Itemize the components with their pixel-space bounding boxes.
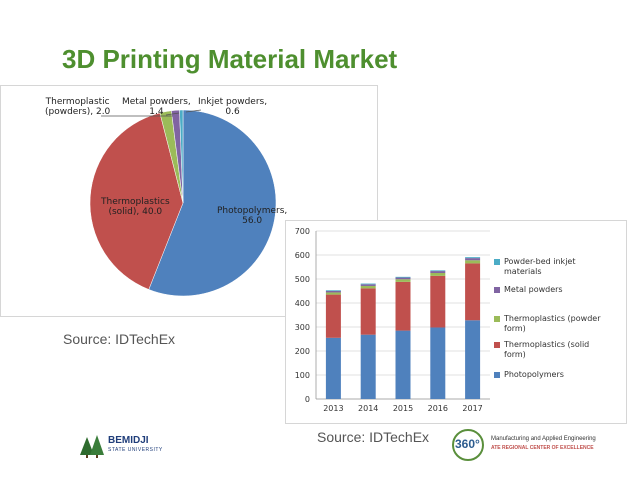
bar-segment — [395, 281, 411, 331]
legend-text: Powder-bed inkjet — [504, 257, 576, 266]
legend-text: form) — [504, 350, 526, 359]
y-tick-label: 700 — [295, 227, 310, 236]
legend-entry-photopolymers: Photopolymers — [494, 370, 622, 380]
pie-slice-photopolymers — [148, 109, 277, 297]
bar-segment — [465, 258, 481, 261]
bar-segment — [360, 288, 376, 335]
pie-label-metal-powders: Metal powders, 1.4 — [122, 97, 191, 117]
bar-segment — [395, 277, 411, 280]
logo-360-mark: 360° — [455, 437, 480, 451]
pie-label-line: (powders), 2.0 — [45, 107, 111, 117]
bemidji-logo: BEMIDJI STATE UNIVERSITY — [78, 433, 188, 459]
y-tick-label: 0 — [305, 395, 310, 404]
pie-label-line: Photopolymers, — [217, 206, 288, 216]
bar-chart-panel: 0 100 200 300 400 500 600 700 2013 2014 2015 2016 20… — [285, 220, 627, 424]
bar-segment — [325, 290, 341, 291]
bar-segment — [395, 279, 411, 282]
legend-text: Thermoplastics (solid — [504, 340, 590, 349]
pie-label-line: 1.4 — [149, 107, 164, 117]
pie-label-line: (solid), 40.0 — [108, 207, 163, 217]
pie-label-inkjet-powders: Inkjet powders, 0.6 — [198, 97, 267, 117]
pie-label-line: Thermoplastic — [45, 97, 110, 107]
legend-text: Metal powders — [504, 285, 563, 294]
y-tick-label: 100 — [295, 371, 310, 380]
bar-segment — [360, 334, 376, 399]
bar-segment — [360, 284, 376, 286]
pie-label-thermoplastic-powders: Thermoplastic (powders), 2.0 — [45, 97, 110, 117]
pie-label-line: 0.6 — [225, 107, 240, 117]
legend-entry-thermo-powder: Thermoplastics (powder form) — [494, 314, 622, 334]
pine-trees-icon — [80, 435, 104, 458]
bar-segment — [395, 276, 411, 278]
pie-label-line: Thermoplastics — [101, 197, 170, 207]
legend-entry-inkjet: Powder-bed inkjet materials — [494, 257, 622, 277]
logo-line-1: Manufacturing and Applied Engineering — [491, 436, 596, 442]
pie-label-thermoplastics-solid: Thermoplastics (solid), 40.0 — [101, 197, 170, 217]
logo-sub: STATE UNIVERSITY — [108, 447, 163, 453]
logo-name: BEMIDJI — [108, 435, 149, 446]
pie-leader-line — [185, 109, 202, 113]
bar-segment — [430, 273, 446, 276]
legend-swatch — [494, 342, 500, 348]
bar-segment — [430, 271, 446, 273]
slide-title: 3D Printing Material Market — [62, 44, 398, 74]
source-left: Source: IDTechEx — [63, 331, 176, 347]
bar-segment — [465, 260, 481, 264]
legend-entry-thermo-solid: Thermoplastics (solid form) — [494, 340, 622, 360]
legend-entry-metal: Metal powders — [494, 285, 622, 295]
bar-segment — [325, 337, 341, 399]
y-tick-label: 600 — [295, 251, 310, 260]
bar-segment — [465, 263, 481, 321]
y-tick-label: 400 — [295, 299, 310, 308]
legend-swatch — [494, 316, 500, 322]
pie-slice-inkjet-powders — [179, 109, 184, 204]
stacked-bar-chart: 0 100 200 300 400 500 600 700 2013 2014 2015 2016 20… — [295, 227, 490, 413]
x-tick-label: 2016 — [428, 404, 448, 413]
bar-segment — [360, 283, 376, 285]
x-tick-label: 2015 — [393, 404, 413, 413]
bar-segment — [325, 291, 341, 293]
bar-segment — [325, 294, 341, 338]
bar-segment — [430, 275, 446, 328]
x-tick-label: 2013 — [323, 404, 343, 413]
legend-text: Photopolymers — [504, 370, 564, 379]
pie-label-photopolymers: Photopolymers, 56.0 — [217, 206, 287, 226]
source-right: Source: IDTechEx — [317, 429, 430, 445]
bar-segment — [430, 270, 446, 272]
legend-swatch — [494, 259, 500, 265]
bar-segment — [465, 320, 481, 399]
pie-chart — [89, 109, 277, 297]
x-tick-label: 2017 — [462, 404, 482, 413]
y-tick-label: 300 — [295, 323, 310, 332]
legend-swatch — [494, 372, 500, 378]
pie-leader-line — [165, 112, 180, 116]
y-tick-label: 500 — [295, 275, 310, 284]
bar-segment — [465, 257, 481, 259]
360-circle-icon — [452, 429, 484, 461]
bar-segment — [430, 327, 446, 399]
pie-chart-panel: Photopolymers, 56.0 Thermoplastics (soli… — [0, 85, 378, 317]
pie-label-line: Metal powders, — [122, 97, 191, 107]
pie-label-line: Inkjet powders, — [198, 97, 268, 107]
ate-360-logo: 360° Manufacturing and Applied Engineeri… — [451, 428, 611, 462]
bar-segment — [325, 292, 341, 295]
legend-text: form) — [504, 324, 526, 333]
legend-text: Thermoplastics (powder — [504, 314, 601, 323]
logo-line-2: ATE REGIONAL CENTER OF EXCELLENCE — [491, 445, 594, 451]
pie-slice-thermoplastics-solid — [89, 112, 184, 290]
x-tick-label: 2014 — [358, 404, 378, 413]
y-tick-label: 200 — [295, 347, 310, 356]
legend-text: materials — [504, 267, 542, 276]
legend-swatch — [494, 287, 500, 293]
bar-segment — [360, 285, 376, 289]
bar-segment — [395, 330, 411, 399]
pie-label-line: 56.0 — [242, 216, 263, 226]
